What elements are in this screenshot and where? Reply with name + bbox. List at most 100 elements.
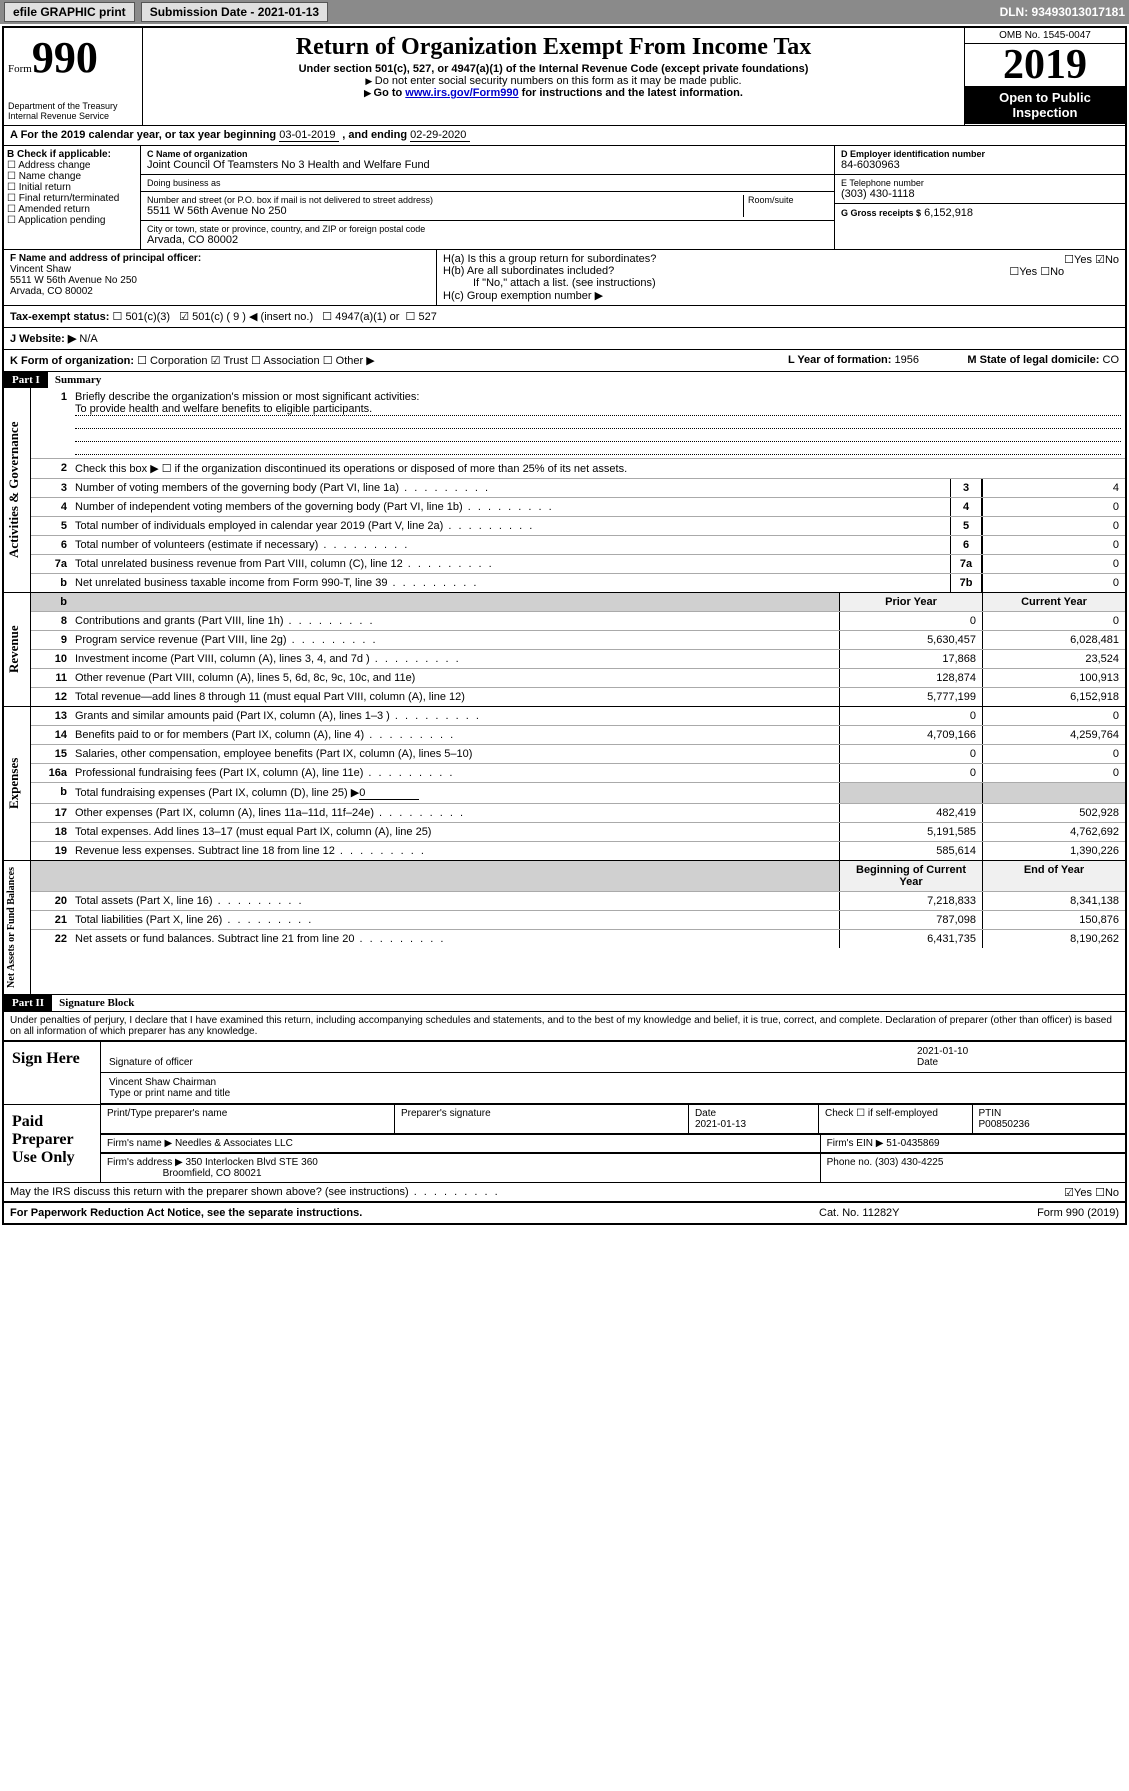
sig-date-label: Date — [917, 1057, 938, 1068]
chk-amended-return[interactable]: Amended return — [7, 204, 137, 215]
org-name: Joint Council Of Teamsters No 3 Health a… — [147, 159, 828, 171]
chk-501c[interactable] — [179, 311, 189, 323]
l16a-text: Professional fundraising fees (Part IX, … — [71, 764, 839, 782]
l6-val: 0 — [982, 536, 1125, 554]
chk-name-change[interactable]: Name change — [7, 171, 137, 182]
hb-yes: Yes — [1019, 266, 1037, 278]
hb-no-checkbox[interactable] — [1040, 266, 1050, 278]
prior-year-hdr: Prior Year — [839, 593, 982, 611]
chk-final-return[interactable]: Final return/terminated — [7, 193, 137, 204]
l18-prior: 5,191,585 — [839, 823, 982, 841]
chk-527[interactable] — [406, 311, 416, 323]
l9-prior: 5,630,457 — [839, 631, 982, 649]
l18-curr: 4,762,692 — [982, 823, 1125, 841]
l16a-prior: 0 — [839, 764, 982, 782]
period-mid: , and ending — [342, 129, 410, 141]
prep-sig-label: Preparer's signature — [401, 1108, 491, 1119]
section-netassets-label: Net Assets or Fund Balances — [4, 861, 31, 994]
hb-yes-checkbox[interactable] — [1009, 266, 1019, 278]
l13-text: Grants and similar amounts paid (Part IX… — [71, 707, 839, 725]
l17-prior: 482,419 — [839, 804, 982, 822]
l19-text: Revenue less expenses. Subtract line 18 … — [71, 842, 839, 860]
hb-no: No — [1050, 266, 1064, 278]
chk-assoc[interactable] — [251, 355, 261, 367]
l21-text: Total liabilities (Part X, line 26) — [71, 911, 839, 929]
chk-corp[interactable] — [137, 355, 147, 367]
sig-name: Vincent Shaw Chairman — [109, 1077, 1117, 1088]
firm-phone-label: Phone no. — [827, 1157, 873, 1168]
org-name-label: C Name of organization — [147, 149, 828, 159]
discuss-question: May the IRS discuss this return with the… — [10, 1186, 500, 1198]
l3-text: Number of voting members of the governin… — [71, 479, 950, 497]
l15-curr: 0 — [982, 745, 1125, 763]
dba-label: Doing business as — [147, 178, 828, 188]
city-label: City or town, state or province, country… — [147, 224, 828, 234]
l22-text: Net assets or fund balances. Subtract li… — [71, 930, 839, 948]
irs-label: Internal Revenue Service — [8, 111, 138, 121]
l15-prior: 0 — [839, 745, 982, 763]
discuss-no-checkbox[interactable] — [1095, 1187, 1105, 1199]
firm-ein-label: Firm's EIN ▶ — [827, 1138, 884, 1149]
efile-print-button[interactable]: efile GRAPHIC print — [4, 2, 135, 22]
chk-other[interactable] — [323, 355, 333, 367]
ein-value: 84-6030963 — [841, 159, 1119, 171]
l18-text: Total expenses. Add lines 13–17 (must eq… — [71, 823, 839, 841]
perjury-text: Under penalties of perjury, I declare th… — [4, 1012, 1125, 1041]
l22-beg: 6,431,735 — [839, 930, 982, 948]
discuss-yes-checkbox[interactable] — [1064, 1187, 1074, 1199]
chk-initial-return[interactable]: Initial return — [7, 182, 137, 193]
l10-curr: 23,524 — [982, 650, 1125, 668]
chk-trust[interactable] — [211, 355, 221, 367]
opt-other: Other ▶ — [336, 355, 375, 367]
chk-4947[interactable] — [322, 311, 332, 323]
part1-header: Part I — [4, 372, 48, 388]
note-ssn: Do not enter social security numbers on … — [147, 75, 960, 87]
period-row: A For the 2019 calendar year, or tax yea… — [4, 126, 1125, 146]
chk-application-pending[interactable]: Application pending — [7, 215, 137, 226]
prep-ptin-label: PTIN — [979, 1108, 1002, 1119]
l10-prior: 17,868 — [839, 650, 982, 668]
ha-no-checkbox[interactable] — [1095, 254, 1105, 266]
opt-501c3: 501(c)(3) — [125, 311, 170, 323]
ha-no: No — [1105, 254, 1119, 266]
open-public-badge: Open to Public Inspection — [965, 86, 1125, 124]
tax-exempt-label: Tax-exempt status: — [10, 311, 109, 323]
sig-name-label: Type or print name and title — [109, 1088, 1117, 1099]
l13-prior: 0 — [839, 707, 982, 725]
form-page: Form990 Department of the Treasury Inter… — [2, 26, 1127, 1225]
form-prefix: Form — [8, 63, 32, 75]
addr-label: Number and street (or P.O. box if mail i… — [147, 195, 743, 205]
firm-name-label: Firm's name ▶ — [107, 1138, 172, 1149]
firm-addr-label: Firm's address ▶ — [107, 1157, 183, 1168]
ha-yes-checkbox[interactable] — [1064, 254, 1074, 266]
firm-ein: 51-0435869 — [886, 1138, 939, 1149]
l-label: L Year of formation: — [788, 354, 892, 366]
chk-501c3[interactable] — [113, 311, 123, 323]
org-city: Arvada, CO 80002 — [147, 234, 828, 246]
k-label: K Form of organization: — [10, 355, 134, 367]
l11-curr: 100,913 — [982, 669, 1125, 687]
firm-city: Broomfield, CO 80021 — [163, 1168, 262, 1179]
l6-text: Total number of volunteers (estimate if … — [71, 536, 950, 554]
discuss-no: No — [1105, 1187, 1119, 1199]
phone-label: E Telephone number — [841, 178, 1119, 188]
l15-text: Salaries, other compensation, employee b… — [71, 745, 839, 763]
opt-4947: 4947(a)(1) or — [335, 311, 399, 323]
l17-text: Other expenses (Part IX, column (A), lin… — [71, 804, 839, 822]
sig-date: 2021-01-10 — [917, 1046, 968, 1057]
submission-date-button[interactable]: Submission Date - 2021-01-13 — [141, 2, 328, 22]
beg-year-hdr: Beginning of Current Year — [839, 861, 982, 891]
part1-title: Summary — [51, 372, 105, 388]
period-end: 02-29-2020 — [410, 129, 470, 142]
opt-501c: 501(c) ( 9 ) ◀ (insert no.) — [192, 311, 313, 323]
mission-text: To provide health and welfare benefits t… — [75, 403, 1121, 416]
pra-notice: For Paperwork Reduction Act Notice, see … — [10, 1207, 819, 1219]
website-label: J Website: ▶ — [10, 333, 76, 345]
chk-address-change[interactable]: Address change — [7, 160, 137, 171]
form-footer: Form 990 (2019) — [979, 1207, 1119, 1219]
officer-addr1: 5511 W 56th Avenue No 250 — [10, 275, 430, 286]
l7a-text: Total unrelated business revenue from Pa… — [71, 555, 950, 573]
sig-officer-label: Signature of officer — [109, 1057, 193, 1068]
prep-ptin: P00850236 — [979, 1119, 1030, 1130]
irs-link[interactable]: www.irs.gov/Form990 — [405, 87, 518, 99]
